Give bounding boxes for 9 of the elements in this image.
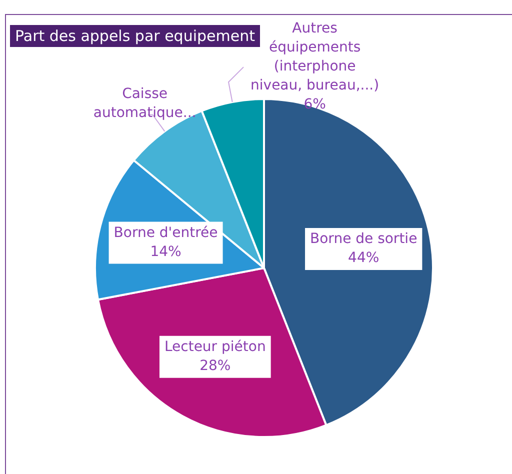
slice-label: Borne de sortie bbox=[310, 231, 418, 248]
slice-label: Caisse automatique... bbox=[93, 86, 196, 122]
slice-label: Borne d'entrée bbox=[114, 224, 218, 241]
chart-title: Part des appels par equipement bbox=[10, 25, 260, 47]
data-label: 28% bbox=[200, 358, 231, 374]
data-label: 14% bbox=[150, 244, 182, 260]
data-label: 44% bbox=[348, 250, 380, 266]
data-label: 6% bbox=[304, 96, 326, 113]
slice-label: Lecteur piéton bbox=[164, 339, 266, 355]
